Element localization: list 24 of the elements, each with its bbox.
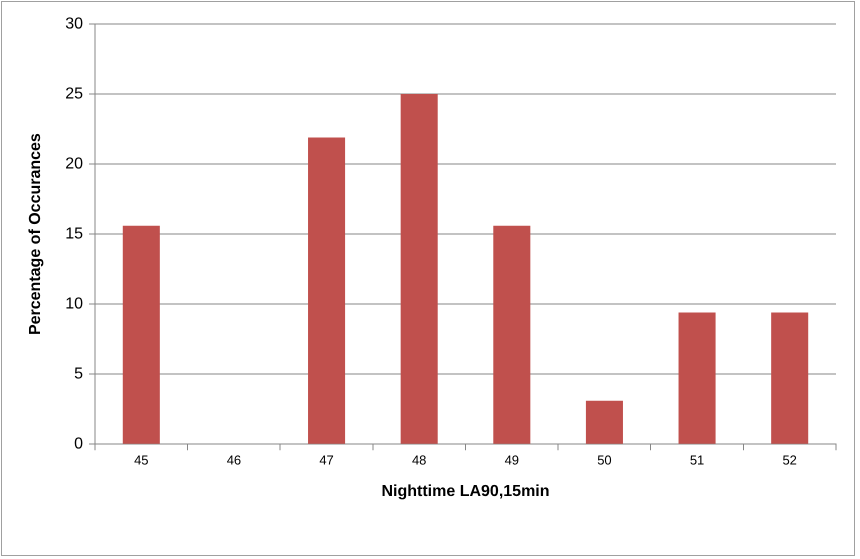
x-axis-title: Nighttime LA90,15min — [381, 482, 550, 500]
bar — [122, 226, 160, 444]
y-tick-label: 0 — [74, 436, 84, 453]
x-tick-label: 51 — [690, 452, 704, 468]
x-tick-label: 49 — [504, 452, 520, 468]
x-tick-label: 50 — [597, 452, 612, 468]
x-tick-label: 45 — [134, 452, 149, 468]
y-tick-label: 30 — [65, 15, 84, 32]
y-axis-title: Percentage of Occurances — [27, 133, 44, 336]
y-tick-label: 25 — [65, 85, 84, 102]
bar — [771, 312, 808, 444]
y-tick-label: 15 — [65, 226, 84, 243]
bar — [308, 137, 346, 444]
y-tick-label: 5 — [74, 366, 84, 383]
x-tick-label: 52 — [782, 452, 797, 468]
y-tick-label: 20 — [65, 155, 84, 172]
x-tick-label: 46 — [226, 452, 242, 468]
bar — [586, 400, 623, 444]
x-tick-label: 47 — [319, 452, 334, 468]
bar — [493, 226, 530, 444]
bar — [400, 94, 438, 444]
x-tick-label: 48 — [412, 452, 426, 468]
y-tick-label: 10 — [65, 296, 84, 313]
bar — [678, 312, 716, 444]
